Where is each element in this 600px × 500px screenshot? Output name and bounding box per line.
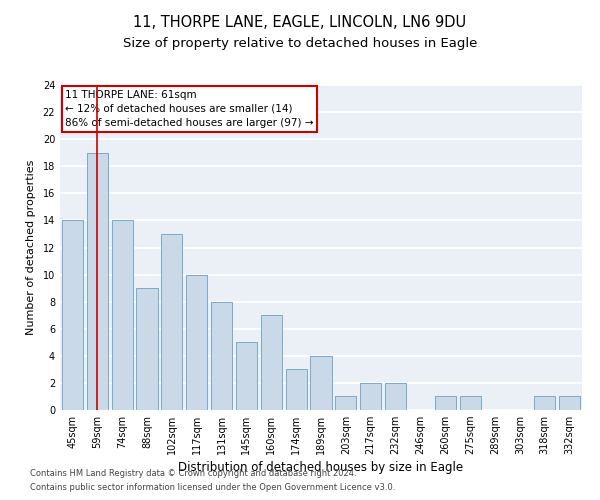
Bar xyxy=(62,220,83,410)
Bar xyxy=(460,396,481,410)
Bar xyxy=(261,315,282,410)
X-axis label: Distribution of detached houses by size in Eagle: Distribution of detached houses by size … xyxy=(178,462,464,474)
Text: 11, THORPE LANE, EAGLE, LINCOLN, LN6 9DU: 11, THORPE LANE, EAGLE, LINCOLN, LN6 9DU xyxy=(133,15,467,30)
Bar xyxy=(385,383,406,410)
Bar xyxy=(360,383,381,410)
Bar xyxy=(435,396,456,410)
Text: 11 THORPE LANE: 61sqm
← 12% of detached houses are smaller (14)
86% of semi-deta: 11 THORPE LANE: 61sqm ← 12% of detached … xyxy=(65,90,314,128)
Bar xyxy=(236,342,257,410)
Bar xyxy=(161,234,182,410)
Bar xyxy=(186,274,207,410)
Bar xyxy=(87,152,108,410)
Text: Contains HM Land Registry data © Crown copyright and database right 2024.: Contains HM Land Registry data © Crown c… xyxy=(30,468,356,477)
Bar xyxy=(112,220,133,410)
Text: Size of property relative to detached houses in Eagle: Size of property relative to detached ho… xyxy=(123,38,477,51)
Bar xyxy=(559,396,580,410)
Bar xyxy=(286,370,307,410)
Bar xyxy=(211,302,232,410)
Text: Contains public sector information licensed under the Open Government Licence v3: Contains public sector information licen… xyxy=(30,484,395,492)
Bar xyxy=(136,288,158,410)
Y-axis label: Number of detached properties: Number of detached properties xyxy=(26,160,35,335)
Bar xyxy=(534,396,555,410)
Bar xyxy=(335,396,356,410)
Bar xyxy=(310,356,332,410)
